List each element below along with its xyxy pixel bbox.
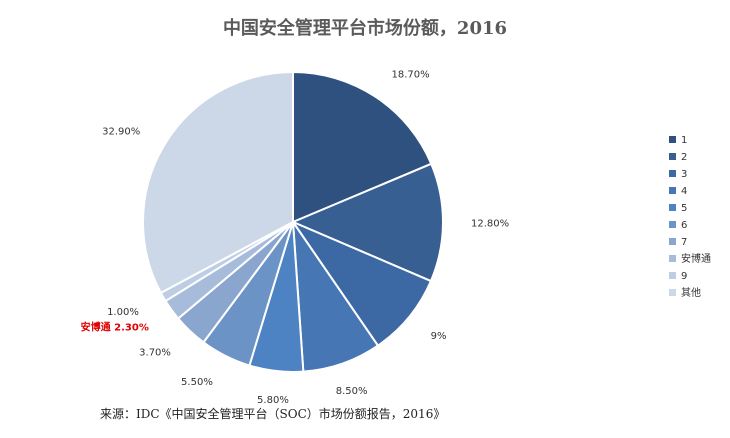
pie-slice-2 — [290, 162, 444, 283]
pie-data-label-4: 8.50% — [336, 386, 368, 397]
legend-swatch-6 — [669, 221, 676, 228]
legend-label-8: 安博通 — [681, 252, 711, 265]
legend-swatch-10 — [669, 289, 676, 296]
legend-swatch-5 — [669, 204, 676, 211]
legend-label-9: 9 — [681, 271, 687, 282]
legend-label-6: 6 — [681, 220, 687, 231]
pie-slice-3 — [290, 219, 433, 348]
legend-label-10: 其他 — [681, 286, 701, 299]
pie-data-label-10: 32.90% — [102, 127, 140, 138]
legend-swatch-3 — [669, 170, 676, 177]
pie-data-label-1: 18.70% — [391, 70, 429, 81]
pie-data-label-7: 3.70% — [139, 348, 171, 359]
pie-data-label-9: 1.00% — [107, 307, 139, 318]
legend-swatch-8 — [669, 255, 676, 262]
legend-label-4: 4 — [681, 186, 687, 197]
legend-label-3: 3 — [681, 169, 687, 180]
pie-data-label-8: 安博通 2.30% — [81, 320, 149, 333]
pie-data-label-2: 12.80% — [471, 219, 509, 230]
legend-label-5: 5 — [681, 203, 687, 214]
pie-data-label-6: 5.50% — [181, 377, 213, 388]
legend-label-1: 1 — [681, 135, 687, 146]
pie-data-label-3: 9% — [431, 331, 447, 342]
chart-title: 中国安全管理平台市场份额，2016 — [222, 18, 508, 39]
pie-slice-10 — [142, 70, 294, 295]
source-note: 来源：IDC《中国安全管理平台（SOC）市场份额报告，2016》 — [100, 407, 446, 421]
legend-swatch-1 — [669, 136, 676, 143]
legend-swatch-4 — [669, 187, 676, 194]
legend-swatch-7 — [669, 238, 676, 245]
legend-label-7: 7 — [681, 237, 687, 248]
pie-slice-1 — [292, 70, 433, 224]
legend-swatch-9 — [669, 272, 676, 279]
pie-data-label-5: 5.80% — [257, 395, 289, 406]
legend-swatch-2 — [669, 153, 676, 160]
legend-label-2: 2 — [681, 152, 687, 163]
